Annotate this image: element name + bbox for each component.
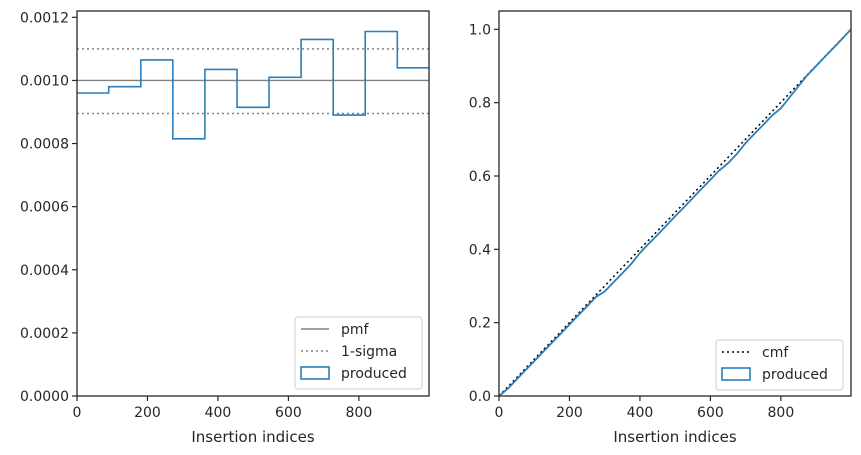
x-tick-label: 800 [346, 405, 373, 421]
x-tick-label: 600 [275, 405, 302, 421]
x-tick-label: 200 [556, 405, 583, 421]
plot-frame-2 [498, 10, 852, 397]
y-tick-label: 1.0 [469, 22, 491, 38]
y-tick-label: 0.0002 [20, 326, 69, 342]
legend-swatch-produced [300, 366, 330, 380]
y-tick-label: 0.0010 [20, 73, 69, 89]
legend-label-pmf: pmf [341, 322, 370, 338]
y-tick-label: 0.0 [469, 389, 491, 405]
x-tick-label: 0 [495, 405, 504, 421]
y-tick-label: 0.8 [469, 96, 491, 112]
x-tick-label: 200 [134, 405, 161, 421]
legend-label-1-sigma: 1-sigma [341, 344, 397, 360]
y-tick-label: 0.0000 [20, 389, 69, 405]
y-tick-label: 0.4 [469, 242, 491, 258]
series-produced-step [77, 30, 429, 140]
x-tick-label: 0 [73, 405, 82, 421]
plot-frame-1 [76, 10, 430, 397]
series-produced-line [498, 28, 852, 397]
y-tick-label: 0.6 [469, 169, 491, 185]
y-tick-label: 0.0004 [20, 263, 69, 279]
legend-swatch-produced [721, 367, 751, 381]
legend-label-cmf: cmf [762, 345, 789, 361]
legend-label-produced: produced [341, 366, 407, 382]
y-tick-label: 0.2 [469, 316, 491, 332]
legend-box [294, 316, 423, 390]
x-tick-label: 800 [768, 405, 795, 421]
y-tick-label: 0.0012 [20, 10, 69, 26]
legend-label-produced: produced [762, 367, 828, 383]
x-axis-label: Insertion indices [191, 428, 314, 446]
x-axis-label: Insertion indices [613, 428, 736, 446]
x-tick-label: 400 [205, 405, 232, 421]
x-tick-label: 400 [627, 405, 654, 421]
x-tick-label: 600 [697, 405, 724, 421]
y-tick-label: 0.0008 [20, 137, 69, 153]
y-tick-label: 0.0006 [20, 200, 69, 216]
